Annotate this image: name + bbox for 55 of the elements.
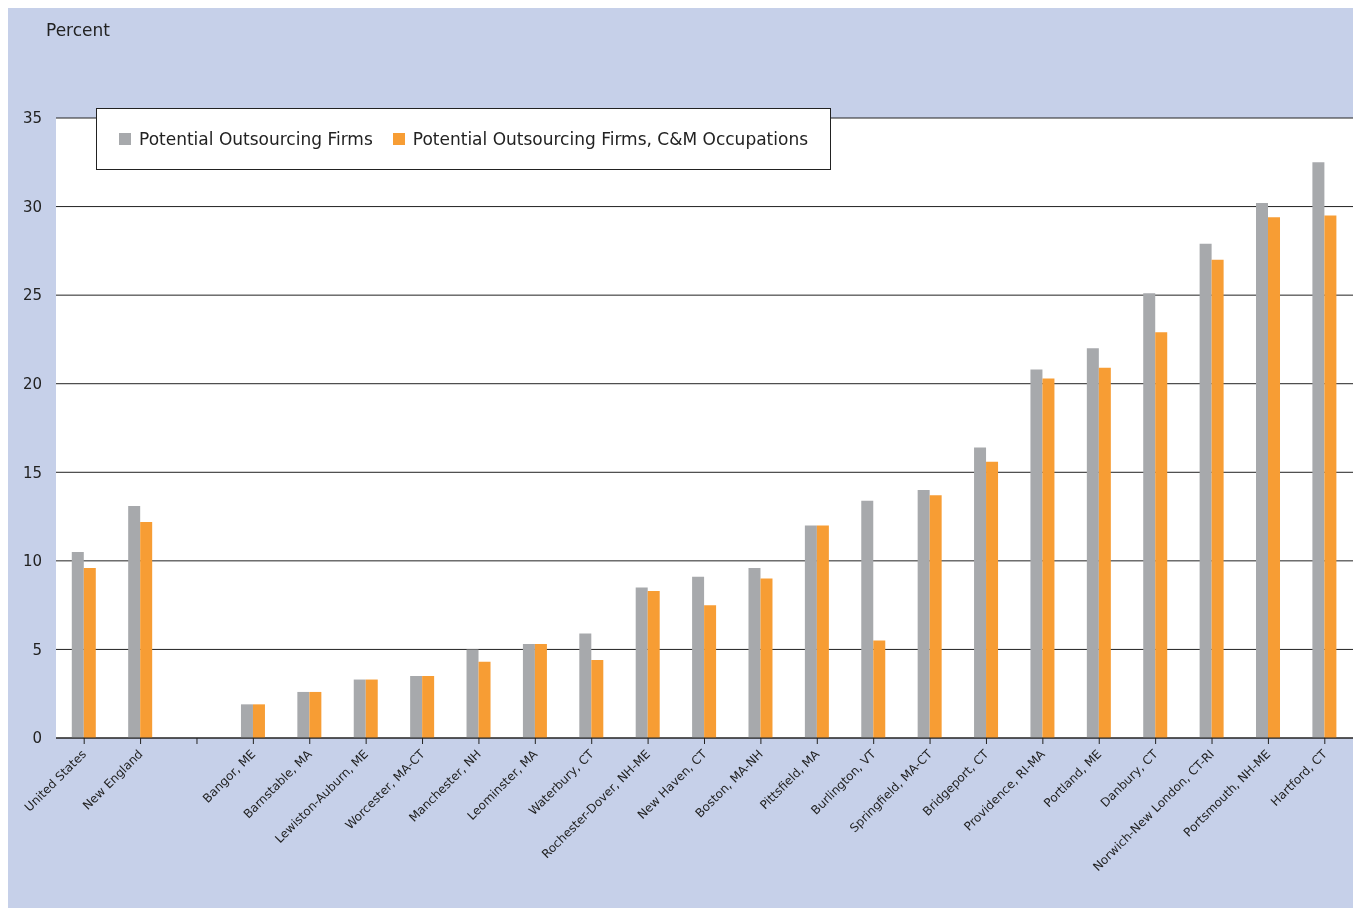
y-tick-label: 30 (22, 197, 42, 216)
bar (140, 521, 153, 738)
bar (522, 644, 535, 738)
y-tick-label: 35 (22, 109, 42, 128)
y-tick-label: 15 (22, 463, 42, 482)
bar (1211, 259, 1224, 738)
bar (365, 679, 378, 738)
bar (873, 640, 886, 738)
bar (1042, 378, 1055, 738)
bar (861, 500, 874, 738)
bar (240, 704, 253, 738)
y-tick-label: 25 (22, 286, 42, 305)
bar (816, 525, 829, 738)
bar (1268, 217, 1281, 738)
legend-label: Potential Outsourcing Firms (138, 129, 373, 149)
bar (704, 605, 717, 738)
y-axis-title: Percent (46, 20, 110, 40)
bar (83, 567, 96, 738)
bar (410, 676, 423, 738)
legend-label: Potential Outsourcing Firms, C&M Occupations (411, 129, 809, 149)
bar (1256, 203, 1269, 738)
bar (128, 505, 141, 738)
bar (591, 660, 604, 738)
bar (1155, 332, 1168, 738)
bar (1030, 369, 1043, 738)
bar (692, 576, 705, 738)
bar (309, 691, 322, 738)
bar (804, 525, 817, 738)
bar (1324, 215, 1337, 738)
bar (986, 461, 999, 738)
bar (297, 691, 310, 738)
bar (1312, 162, 1325, 738)
bar (252, 704, 265, 738)
bar (422, 676, 435, 738)
bar (917, 490, 930, 738)
bar (974, 447, 987, 738)
y-tick-label: 10 (22, 552, 42, 571)
bar (760, 578, 773, 738)
bar (579, 633, 592, 738)
bar (1086, 348, 1099, 738)
bar (478, 661, 491, 738)
bar (748, 567, 761, 738)
bar (1098, 367, 1111, 738)
y-tick-label: 0 (32, 729, 42, 748)
bar (466, 649, 479, 738)
bar (647, 590, 660, 738)
y-tick-label: 5 (32, 640, 42, 659)
bar (1199, 243, 1212, 738)
bar (353, 679, 366, 738)
bar (635, 587, 648, 738)
bar (534, 644, 547, 738)
bar (1143, 293, 1156, 738)
bar (929, 495, 942, 738)
bar (71, 552, 84, 738)
y-tick-label: 20 (22, 375, 42, 394)
